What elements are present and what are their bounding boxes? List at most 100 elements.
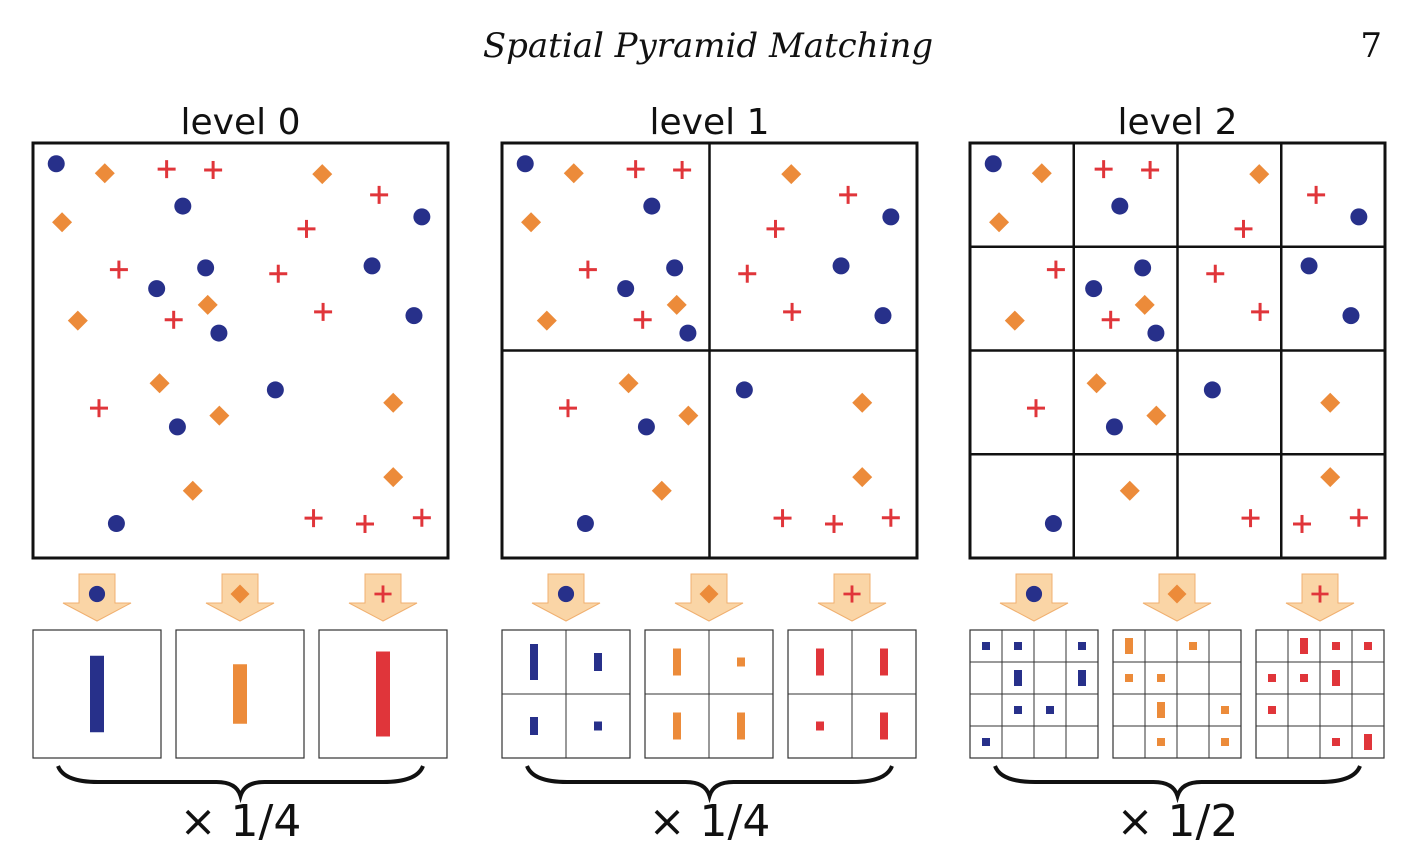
level-weight-label: × 1/2 (1117, 796, 1239, 847)
circle-feature (617, 280, 635, 298)
histogram-bar (1157, 674, 1165, 682)
diamond-feature (383, 392, 404, 413)
brace-icon (993, 765, 1362, 804)
histogram-bar (1078, 642, 1086, 650)
diamond-feature (1320, 467, 1341, 488)
plus-feature (1094, 160, 1113, 179)
histogram-bar (594, 721, 602, 731)
plus-feature (1046, 260, 1065, 279)
circle-feature (735, 381, 753, 399)
diamond-feature (1146, 405, 1167, 426)
histogram-bar (1014, 670, 1022, 686)
diamond-feature (781, 164, 802, 185)
plus-feature (1241, 509, 1260, 528)
plus-feature (773, 509, 792, 528)
diamond-feature (94, 163, 115, 184)
plus-feature (1293, 514, 1311, 533)
diamond-feature (52, 212, 73, 233)
level-2-group: level 2 × 1/2 (968, 102, 1387, 847)
plus-feature (578, 260, 597, 279)
histogram-bar (982, 642, 990, 650)
level-title: level 2 (1118, 102, 1238, 143)
circle-feature (832, 257, 850, 275)
circle-feature (557, 585, 575, 603)
histogram-bar (1268, 674, 1276, 682)
histogram-bar (1078, 670, 1086, 686)
plus-feature (412, 508, 431, 527)
circle-feature (637, 418, 655, 436)
circle-feature (405, 307, 423, 325)
plus-feature (269, 264, 288, 283)
diamond-feature (197, 294, 218, 315)
plus-feature (374, 585, 392, 603)
diamond-feature (1004, 310, 1025, 331)
histogram-bar (1157, 738, 1165, 746)
diamond-feature (1086, 373, 1107, 394)
circle-feature (197, 259, 215, 277)
histogram-bar (1221, 706, 1229, 714)
histogram-bar (1268, 706, 1276, 714)
diamond-feature (852, 392, 873, 413)
histogram-bar (594, 653, 602, 671)
diamond-feature (1031, 163, 1052, 184)
circle-feature (148, 280, 166, 298)
histogram-bar (1332, 670, 1340, 686)
histogram-bar (1364, 734, 1372, 750)
circle-feature (1134, 259, 1152, 277)
plus-feature (633, 310, 652, 329)
histogram-bar (1300, 638, 1308, 654)
circle-feature (1203, 381, 1221, 399)
level-0-group: level 0 × 1/4 (31, 102, 450, 847)
diamond-feature (563, 163, 584, 184)
level-title: level 1 (650, 102, 770, 143)
circle-feature (984, 155, 1002, 173)
histogram-bar (816, 648, 824, 676)
histogram-bar (1300, 674, 1308, 682)
diamond-feature (618, 373, 639, 394)
histogram-bar (1125, 674, 1133, 682)
diamond-feature (1119, 480, 1140, 501)
histogram-bar (90, 655, 104, 733)
plus-feature (881, 508, 900, 527)
circle-feature (1111, 197, 1129, 215)
diamond-feature (536, 310, 557, 331)
circle-feature (516, 155, 534, 173)
diamond-feature (67, 310, 88, 331)
diamond-feature (149, 373, 170, 394)
circle-feature (1147, 324, 1165, 342)
level-weight-label: × 1/4 (180, 796, 302, 847)
histogram-bar (1046, 706, 1054, 714)
plus-feature (109, 260, 128, 279)
circle-feature (679, 324, 697, 342)
plus-feature (1234, 219, 1253, 238)
plus-feature (1307, 185, 1326, 204)
plus-feature (626, 160, 645, 179)
histogram-bar (1332, 642, 1340, 650)
circle-feature (107, 515, 125, 533)
histogram-bar (1221, 738, 1229, 746)
histogram-bar (1189, 642, 1197, 650)
plus-feature (1349, 508, 1368, 527)
plus-feature (370, 185, 389, 204)
level-weight-label: × 1/4 (649, 796, 771, 847)
brace-icon (56, 765, 425, 804)
diamond-feature (230, 584, 250, 604)
level-1-group: level 1 × 1/4 (500, 102, 919, 847)
plus-feature (297, 219, 316, 238)
circle-feature (363, 257, 381, 275)
plus-feature (157, 160, 176, 179)
brace-icon (525, 765, 894, 804)
histogram-bar (1125, 638, 1133, 654)
histogram-bar (1014, 706, 1022, 714)
histogram-bar (880, 712, 888, 740)
diamond-feature (383, 467, 404, 488)
histogram-bar (880, 648, 888, 676)
plus-feature (1101, 310, 1120, 329)
plus-feature (1311, 585, 1329, 603)
plus-feature (843, 585, 861, 603)
plus-feature (766, 219, 785, 238)
diamond-feature (989, 212, 1010, 233)
histogram-bar (233, 664, 247, 724)
circle-feature (47, 155, 65, 173)
